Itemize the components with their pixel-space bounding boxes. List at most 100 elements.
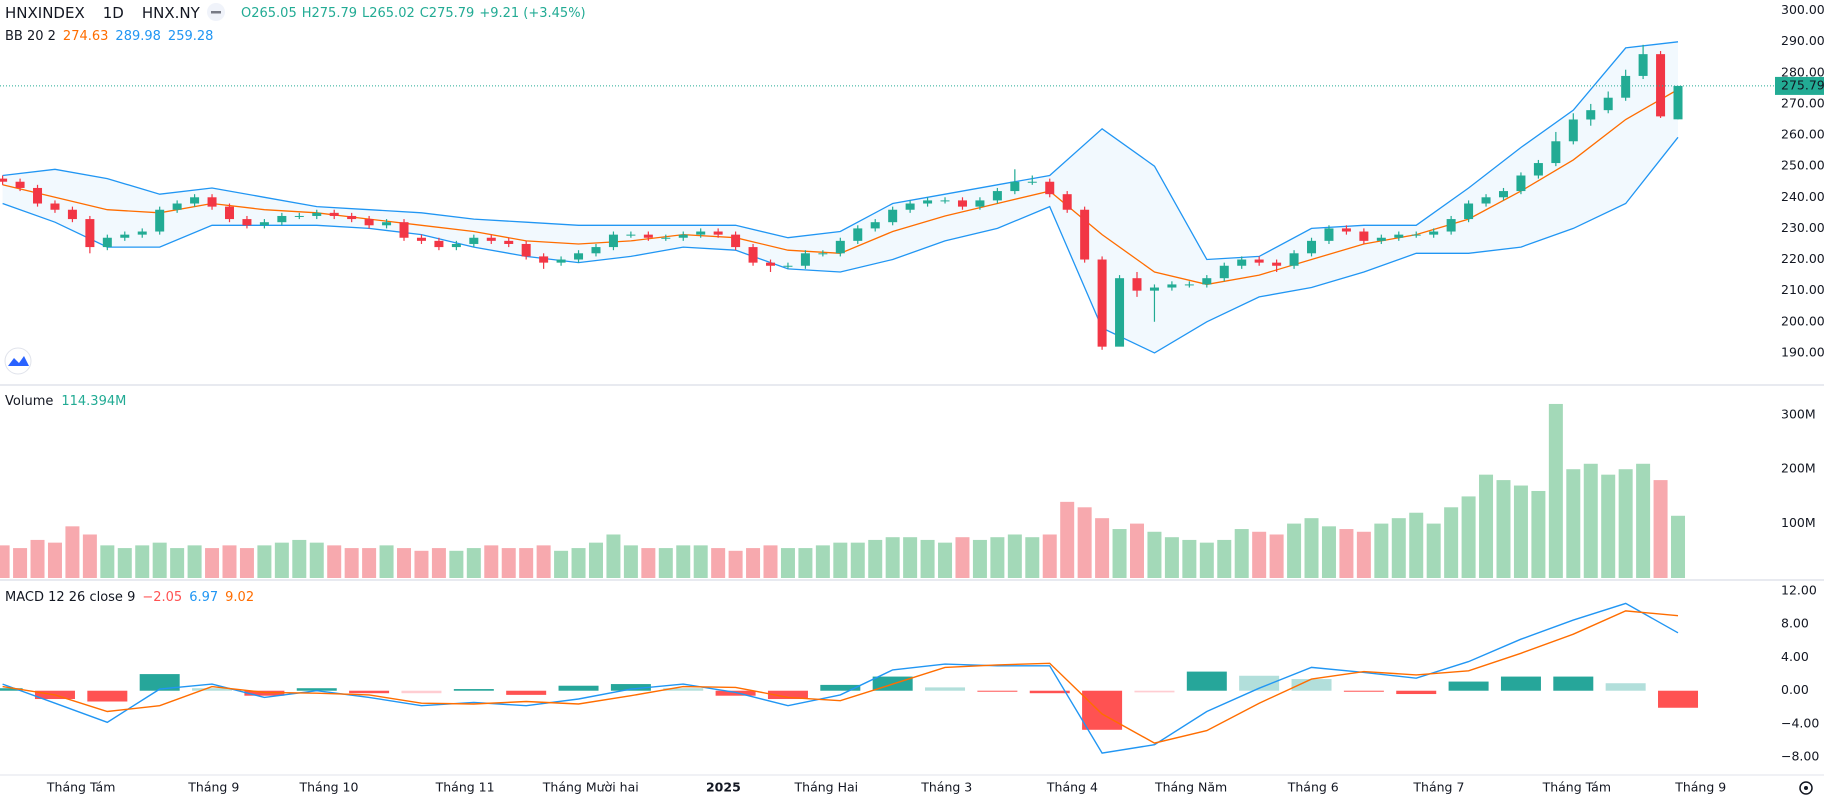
volume-bar (13, 548, 28, 578)
macd-histogram-bar (0, 688, 23, 691)
candle-body (1429, 231, 1439, 235)
volume-bar (1042, 534, 1057, 578)
macd-histogram-bar (1134, 690, 1175, 693)
volume-bar (519, 548, 534, 578)
candle-body (835, 240, 845, 254)
volume-bar (292, 539, 307, 578)
macd-histogram-bar (192, 688, 233, 691)
x-tick-label: Tháng 4 (1046, 780, 1098, 795)
candle-body (574, 253, 584, 260)
candle-body (591, 247, 601, 254)
volume-bar (1182, 539, 1197, 578)
volume-bar (955, 537, 970, 578)
candle-body (364, 219, 374, 226)
macd-legend: MACD 12 26 close 9 −2.05 6.97 9.02 (5, 590, 254, 605)
candle-body (731, 234, 741, 248)
volume-bar (885, 537, 900, 578)
volume-bar (1269, 534, 1284, 578)
macd-histogram-bar (296, 688, 337, 691)
candle-body (224, 206, 234, 220)
volume-bar (187, 545, 202, 578)
candle-body (1603, 97, 1613, 111)
macd-histogram-bar (1186, 671, 1227, 691)
candle-body (242, 219, 252, 226)
macd-histogram-bar (663, 688, 704, 691)
volume-bar (362, 548, 377, 578)
volume-bar (205, 548, 220, 578)
volume-bar (100, 545, 115, 578)
candle-body (783, 265, 793, 267)
ohlc-low: L265.02 (362, 6, 415, 21)
volume-bar (1234, 529, 1249, 578)
volume-bar (1252, 531, 1267, 578)
volume-bar (1531, 490, 1546, 578)
y-tick-label: 260.00 (1781, 127, 1824, 142)
volume-bar (1391, 518, 1406, 578)
macd-histogram-bar (1291, 679, 1332, 691)
macd-histogram-bar (506, 690, 547, 695)
y-tick-label: 0.00 (1781, 682, 1809, 697)
y-tick-label: 200.00 (1781, 313, 1824, 328)
volume-bar (1077, 507, 1092, 578)
candle-body (102, 237, 112, 248)
candle-body (172, 203, 182, 210)
x-tick-label: Tháng 3 (920, 780, 972, 795)
x-tick-label: Tháng 9 (1674, 780, 1726, 795)
candle-body (818, 253, 828, 255)
candle-body (416, 237, 426, 241)
volume-bar (501, 548, 516, 578)
volume-bar (117, 548, 132, 578)
x-tick-label: Tháng Mười hai (542, 780, 639, 795)
candle-body (1621, 75, 1631, 98)
bb-upper-value: 289.98 (115, 29, 161, 44)
legend-header: HNXINDEX 1D HNX.NY (5, 4, 201, 22)
candle-body (294, 215, 304, 217)
volume-bar (606, 534, 621, 578)
bb-name: BB 20 2 (5, 29, 56, 44)
candle-body (1359, 231, 1369, 241)
volume-bar (1374, 523, 1389, 578)
candle-body (800, 253, 810, 266)
y-tick-label: 100M (1781, 515, 1816, 530)
y-tick-label: 220.00 (1781, 251, 1824, 266)
candle-body (1045, 181, 1055, 195)
candle-body (1498, 191, 1508, 198)
candle-body (608, 234, 618, 248)
macd-histogram-bar (139, 674, 180, 691)
candle-body (1062, 194, 1072, 210)
settings-button[interactable] (1799, 781, 1813, 795)
macd-histogram-bar (925, 687, 966, 691)
macd-histogram-bar (244, 690, 285, 696)
candle-body (957, 200, 967, 207)
volume-bar (1513, 485, 1528, 578)
macd-hist-value: −2.05 (142, 590, 182, 605)
volume-bar (1060, 501, 1075, 578)
volume-bar (449, 550, 464, 578)
candle-body (1237, 259, 1247, 266)
volume-bar (239, 548, 254, 578)
bb-legend: BB 20 2 274.63 289.98 259.28 (5, 29, 213, 44)
volume-value: 114.394M (61, 394, 126, 409)
volume-bar (571, 548, 586, 578)
x-tick-label: Tháng 9 (187, 780, 239, 795)
ohlc-legend: O265.05 H275.79 L265.02 C275.79 +9.21 (+3.45… (241, 6, 586, 21)
volume-bar (780, 548, 795, 578)
candle-body (0, 178, 8, 182)
macd-histogram-bar (1658, 690, 1699, 708)
y-tick-label: 210.00 (1781, 282, 1824, 297)
candle-body (923, 200, 933, 204)
bb-basis-value: 274.63 (63, 29, 109, 44)
candle-body (1097, 259, 1107, 347)
candle-body (643, 234, 653, 238)
x-tick-label: Tháng 10 (298, 780, 358, 795)
volume-bar (693, 545, 708, 578)
candle-body (975, 200, 985, 207)
volume-bar (397, 548, 412, 578)
macd-histogram-bar (1396, 690, 1437, 695)
candle-body (940, 200, 950, 202)
volume-bar (1095, 518, 1110, 578)
volume-bar (414, 550, 429, 578)
volume-bar (1025, 537, 1040, 578)
volume-bar (152, 542, 167, 578)
volume-bar (676, 545, 691, 578)
